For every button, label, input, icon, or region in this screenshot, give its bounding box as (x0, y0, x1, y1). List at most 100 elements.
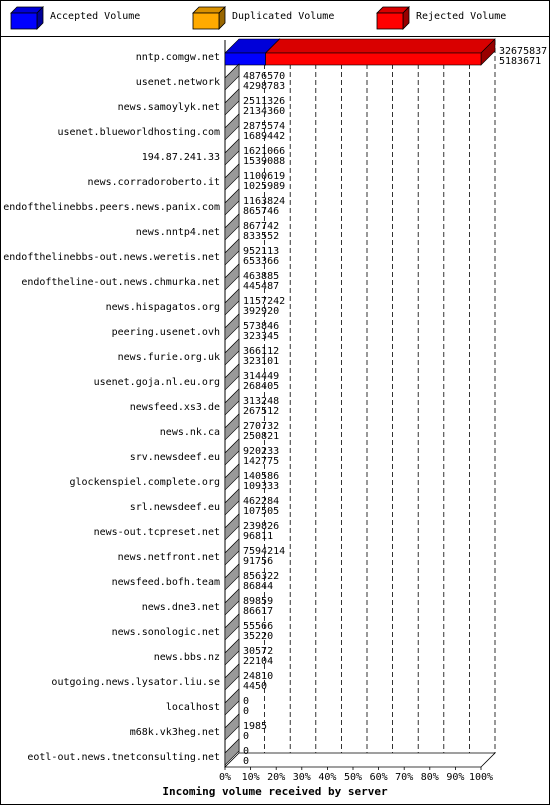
data-label-total: 952113 (243, 246, 279, 257)
bar-empty-side (224, 538, 240, 566)
bar-empty (224, 688, 240, 716)
data-label-total: 1163824 (243, 196, 285, 207)
category-label: news.dne3.net (142, 602, 220, 613)
legend-swatch-front (376, 12, 404, 30)
x-tick-label: 0% (219, 772, 231, 783)
x-tick-label: 10% (242, 772, 260, 783)
bar-empty-side (224, 363, 240, 391)
x-axis-label: Incoming volume received by server (162, 785, 388, 798)
data-label-total: 0 (243, 696, 249, 707)
category-label: news-out.tcpreset.net (94, 527, 220, 538)
data-label-secondary: 323101 (243, 356, 279, 367)
data-label-secondary: 268405 (243, 381, 279, 392)
bar-empty-side (224, 438, 240, 466)
bar-empty-side (224, 563, 240, 591)
data-label-total: 2875574 (243, 121, 285, 132)
data-label-total: 30572 (243, 646, 273, 657)
data-label-secondary: 5183671 (499, 56, 541, 67)
data-label-total: 7594214 (243, 546, 285, 557)
category-label: news.netfront.net (118, 552, 220, 563)
category-label: news.corradoroberto.it (88, 177, 220, 188)
x-tick-label: 50% (344, 772, 362, 783)
data-label-total: 573846 (243, 321, 279, 332)
bar-empty (224, 338, 240, 366)
bar-rejected-volume-top (264, 38, 496, 54)
category-label: news.nntp4.net (136, 227, 220, 238)
bar-empty (224, 463, 240, 491)
bar-empty (224, 313, 240, 341)
data-label-total: 2511326 (243, 96, 285, 107)
bar-empty (224, 663, 240, 691)
data-label-secondary: 22104 (243, 656, 273, 667)
bar-empty (224, 388, 240, 416)
legend-swatch-duplicated (192, 6, 226, 30)
bar-empty-side (224, 488, 240, 516)
data-label-total: 313248 (243, 396, 279, 407)
legend-swatch-front (10, 12, 38, 30)
bar-empty-side (224, 313, 240, 341)
bar-empty-side (224, 263, 240, 291)
legend-divider (1, 36, 549, 37)
category-label: peering.usenet.ovh (112, 327, 220, 338)
bar-empty (224, 263, 240, 291)
bar-empty (224, 563, 240, 591)
data-label-secondary: 833552 (243, 231, 279, 242)
x-tick-label: 70% (395, 772, 413, 783)
data-label-total: 55566 (243, 621, 273, 632)
bar-empty (224, 638, 240, 666)
bar-empty (224, 538, 240, 566)
data-label-secondary: 392920 (243, 306, 279, 317)
data-label-secondary: 91756 (243, 556, 273, 567)
data-label-total: 32675837 (499, 46, 547, 57)
legend-label-accepted: Accepted Volume (50, 11, 141, 22)
bar-empty-side (224, 613, 240, 641)
category-label: localhost (166, 702, 220, 713)
bar-empty-side (224, 213, 240, 241)
bar-empty (224, 613, 240, 641)
data-label-total: 0 (243, 746, 249, 757)
data-label-secondary: 86844 (243, 581, 273, 592)
bar-empty (224, 88, 240, 116)
bar-empty (224, 63, 240, 91)
bar-empty-side (224, 288, 240, 316)
data-label-secondary: 96811 (243, 531, 273, 542)
category-label: glockenspiel.complete.org (69, 477, 220, 488)
data-label-secondary: 0 (243, 706, 249, 717)
bar-empty (224, 713, 240, 741)
bar-empty-side (224, 188, 240, 216)
bar-empty-side (224, 138, 240, 166)
data-label-secondary: 4450 (243, 681, 267, 692)
bar-empty (224, 163, 240, 191)
category-label: srv.newsdeef.eu (130, 452, 220, 463)
data-label-secondary: 107505 (243, 506, 279, 517)
data-label-total: 314449 (243, 371, 279, 382)
data-label-total: 1100619 (243, 171, 285, 182)
data-label-total: 920233 (243, 446, 279, 457)
category-label: newsfeed.bofh.team (112, 577, 220, 588)
data-label-secondary: 323345 (243, 331, 279, 342)
data-label-secondary: 653366 (243, 256, 279, 267)
category-label: news.samoylyk.net (118, 102, 220, 113)
data-label-total: 463885 (243, 271, 279, 282)
bar-empty (224, 488, 240, 516)
data-label-secondary: 445487 (243, 281, 279, 292)
data-label-secondary: 1025989 (243, 181, 285, 192)
data-label-total: 366112 (243, 346, 279, 357)
category-label: news.nk.ca (160, 427, 220, 438)
category-label: news.sonologic.net (112, 627, 220, 638)
bar-empty (224, 188, 240, 216)
bar-rejected-volume-front (265, 52, 482, 66)
data-label-total: 856322 (243, 571, 279, 582)
bar-empty-side (224, 513, 240, 541)
bar-empty (224, 213, 240, 241)
data-label-total: 1157242 (243, 296, 285, 307)
bar-empty (224, 238, 240, 266)
bar-empty-side (224, 413, 240, 441)
data-label-secondary: 0 (243, 756, 249, 767)
category-label: outgoing.news.lysator.liu.se (51, 677, 220, 688)
bar-empty (224, 738, 240, 766)
legend: Accepted Volume Duplicated Volume Reject… (0, 0, 550, 36)
data-label-total: 462284 (243, 496, 279, 507)
bar-empty-side (224, 338, 240, 366)
category-label: endofthelinebbs.peers.news.panix.com (3, 202, 220, 213)
